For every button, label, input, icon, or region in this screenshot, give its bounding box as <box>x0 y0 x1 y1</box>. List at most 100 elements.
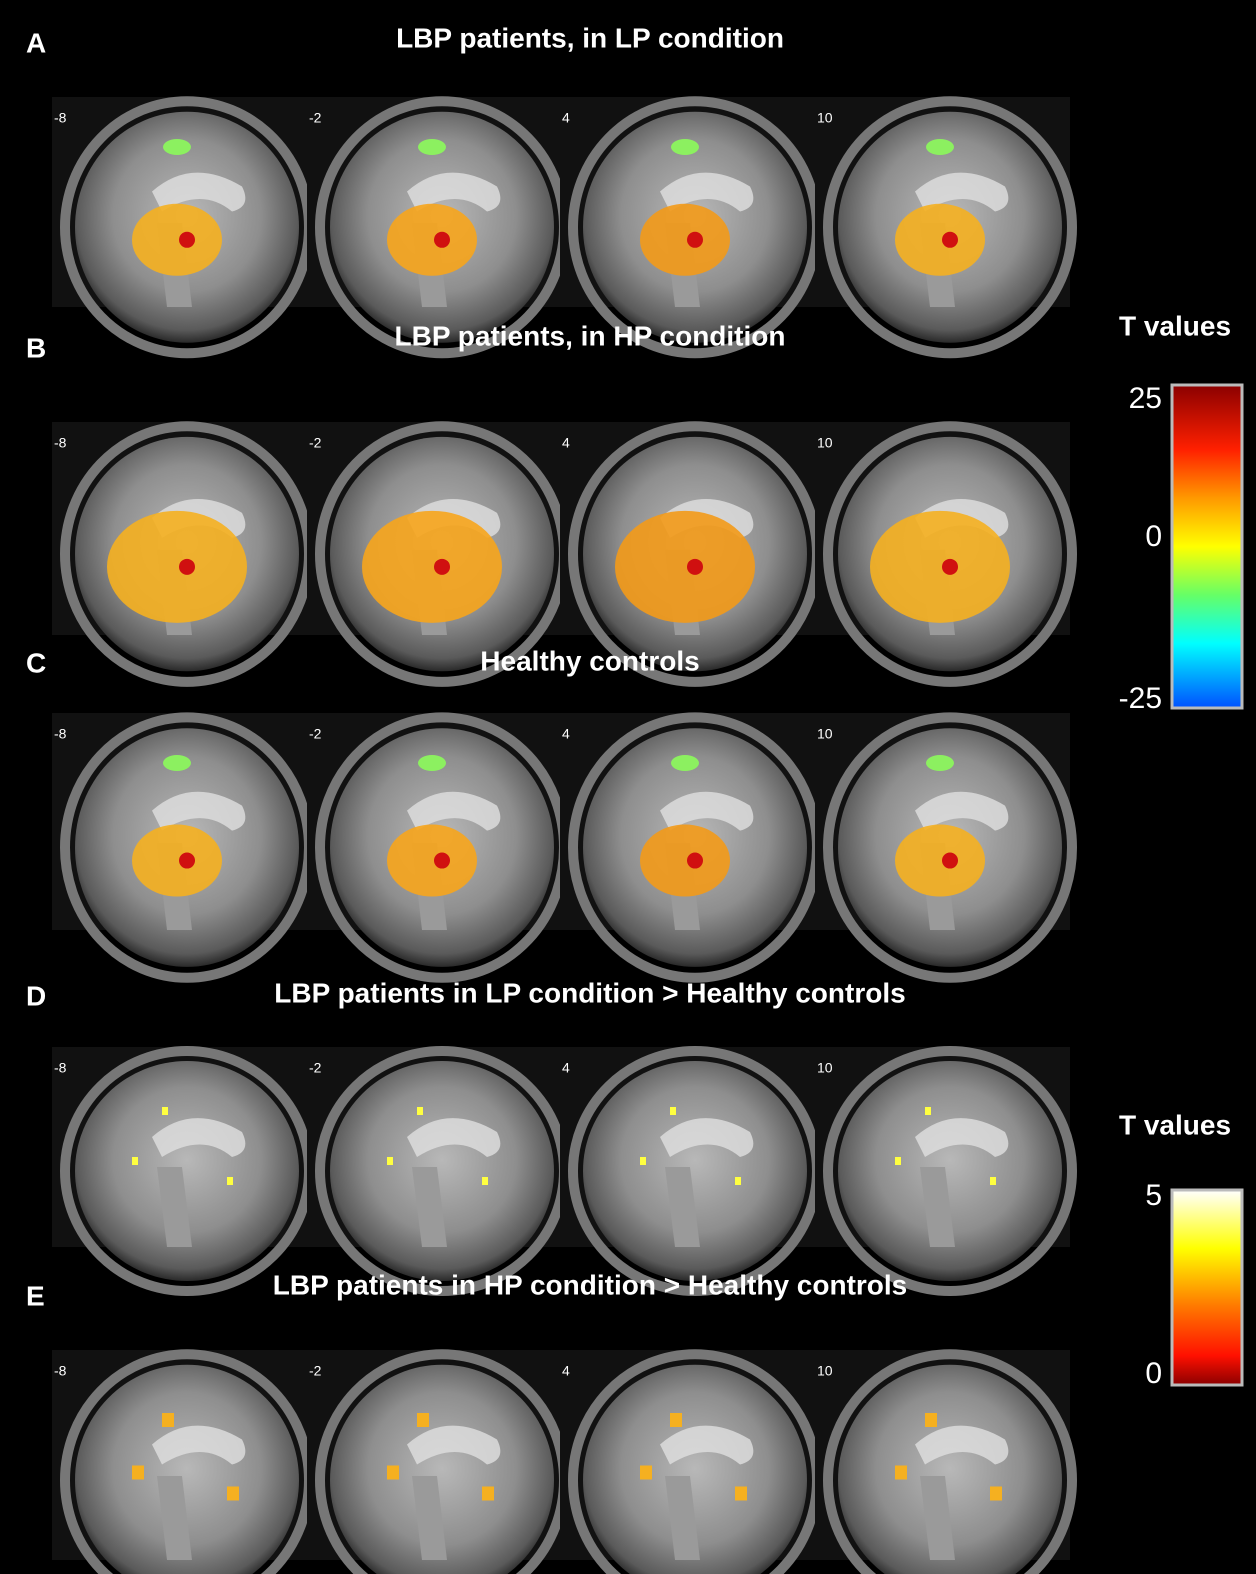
activation-peak <box>942 232 958 248</box>
panel-letter: C <box>26 647 46 678</box>
colorbar-tick-label: -25 <box>1119 682 1162 715</box>
slice-label: 10 <box>817 726 833 742</box>
slice-label: -8 <box>54 1060 67 1076</box>
deactivation <box>926 139 954 155</box>
activation <box>132 204 222 276</box>
activation <box>227 1177 233 1185</box>
slice-label: -2 <box>309 1060 322 1076</box>
activation <box>670 1107 676 1115</box>
activation <box>227 1487 239 1501</box>
activation-peak <box>434 853 450 869</box>
slice-label: 10 <box>817 1363 833 1379</box>
panel-title: LBP patients in HP condition > Healthy c… <box>273 1269 908 1300</box>
activation <box>107 511 247 623</box>
slice-label: -2 <box>309 1363 322 1379</box>
activation-peak <box>942 559 958 575</box>
activation <box>735 1177 741 1185</box>
activation-peak <box>687 559 703 575</box>
activation <box>615 511 755 623</box>
colorbar-tick-label: 5 <box>1145 1179 1162 1212</box>
activation-peak <box>179 232 195 248</box>
slice-label: 4 <box>562 110 570 126</box>
colorbar <box>1172 1190 1242 1385</box>
activation-peak <box>179 853 195 869</box>
activation <box>387 1157 393 1165</box>
activation <box>925 1413 937 1427</box>
activation <box>990 1487 1002 1501</box>
slice-label: -2 <box>309 726 322 742</box>
slice-label: 4 <box>562 1363 570 1379</box>
activation <box>640 1466 652 1480</box>
deactivation <box>926 755 954 771</box>
activation <box>387 204 477 276</box>
activation <box>990 1177 996 1185</box>
activation <box>362 511 502 623</box>
activation <box>162 1413 174 1427</box>
deactivation <box>671 139 699 155</box>
panel-title: Healthy controls <box>480 645 699 676</box>
activation-peak <box>687 853 703 869</box>
brain <box>75 1061 299 1281</box>
panel-letter: E <box>26 1280 45 1311</box>
deactivation <box>418 139 446 155</box>
slice-label: 4 <box>562 435 570 451</box>
activation-peak <box>434 559 450 575</box>
activation-peak <box>687 232 703 248</box>
colorbar-tick-label: 0 <box>1145 520 1162 553</box>
brain <box>583 1061 807 1281</box>
activation <box>640 825 730 897</box>
activation <box>482 1487 494 1501</box>
slice-label: 10 <box>817 1060 833 1076</box>
activation <box>895 204 985 276</box>
slice-label: -2 <box>309 110 322 126</box>
activation <box>670 1413 682 1427</box>
colorbar-tick-label: 25 <box>1129 382 1162 415</box>
activation <box>870 511 1010 623</box>
activation-peak <box>179 559 195 575</box>
activation <box>162 1107 168 1115</box>
activation <box>132 1466 144 1480</box>
slice-label: -8 <box>54 1363 67 1379</box>
brain-slice: -8 <box>52 1350 309 1574</box>
activation <box>735 1487 747 1501</box>
panel-letter: A <box>26 27 46 58</box>
activation <box>640 1157 646 1165</box>
activation <box>895 1157 901 1165</box>
panel-title: LBP patients, in LP condition <box>396 22 784 53</box>
colorbar-title: T values <box>1119 310 1231 341</box>
slice-label: -2 <box>309 435 322 451</box>
figure: A LBP patients, in LP condition -8 -2 4 10 B LB… <box>0 0 1256 1574</box>
activation <box>387 825 477 897</box>
activation <box>132 825 222 897</box>
activation-peak <box>434 232 450 248</box>
slice-label: 10 <box>817 435 833 451</box>
activation <box>417 1413 429 1427</box>
colorbar-title: T values <box>1119 1109 1231 1140</box>
brain <box>838 1061 1062 1281</box>
panel-letter: D <box>26 980 46 1011</box>
activation <box>482 1177 488 1185</box>
panel-letter: B <box>26 332 46 363</box>
slice-label: -8 <box>54 435 67 451</box>
slice-label: -8 <box>54 110 67 126</box>
activation <box>387 1466 399 1480</box>
slice-label: 4 <box>562 1060 570 1076</box>
activation <box>640 204 730 276</box>
colorbar <box>1172 385 1242 708</box>
deactivation <box>418 755 446 771</box>
activation <box>925 1107 931 1115</box>
deactivation <box>163 755 191 771</box>
brain-slice: 10 <box>815 1350 1072 1574</box>
activation <box>895 1466 907 1480</box>
deactivation <box>163 139 191 155</box>
deactivation <box>671 755 699 771</box>
brain-slice: 4 <box>560 1350 817 1574</box>
panel-title: LBP patients, in HP condition <box>395 320 786 351</box>
colorbar-tick-label: 0 <box>1145 1357 1162 1390</box>
slice-label: 4 <box>562 726 570 742</box>
activation <box>895 825 985 897</box>
activation-peak <box>942 853 958 869</box>
slice-label: 10 <box>817 110 833 126</box>
brain <box>330 1061 554 1281</box>
activation <box>132 1157 138 1165</box>
